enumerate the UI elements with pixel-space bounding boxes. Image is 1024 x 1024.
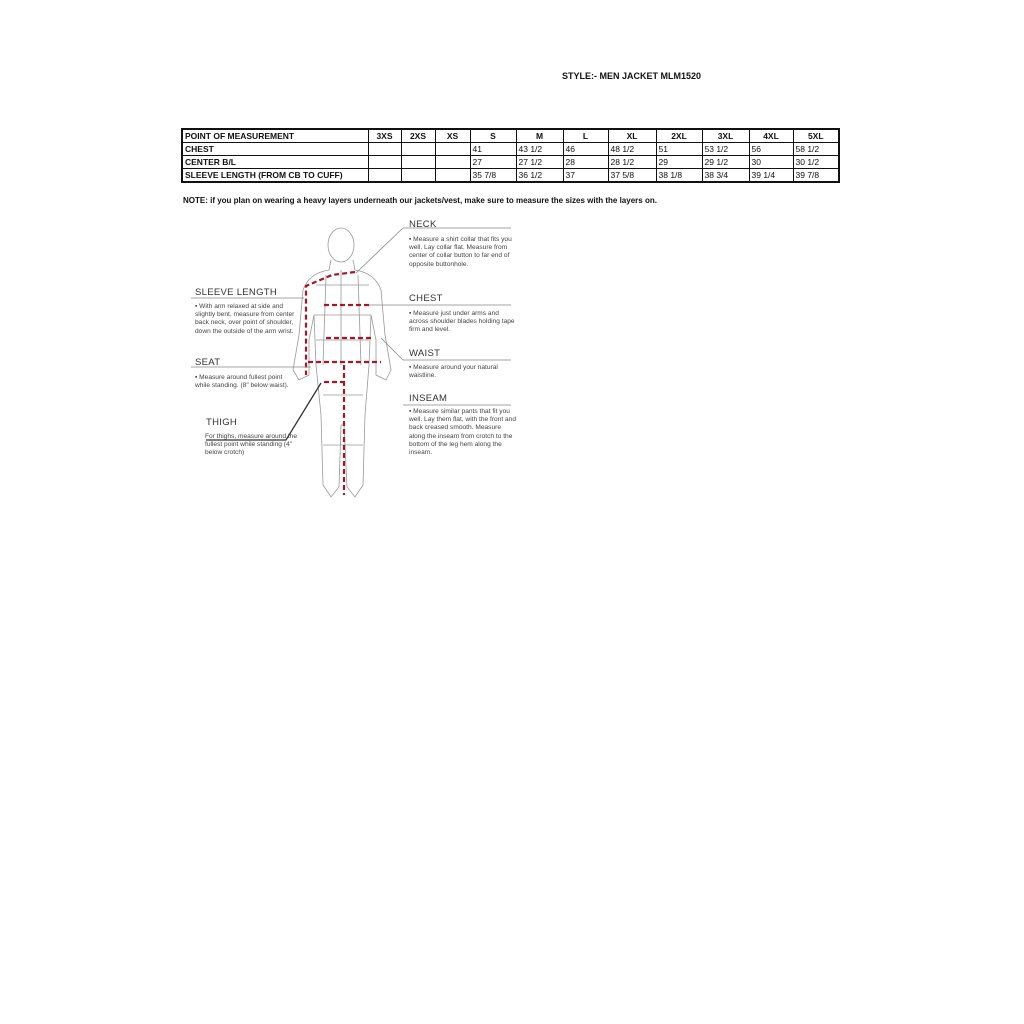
neck-title: NECK (409, 219, 437, 230)
table-cell: 43 1/2 (515, 142, 564, 156)
table-cell: 51 (655, 142, 703, 156)
row-label: CENTER B/L (181, 155, 369, 169)
table-cell: 27 (469, 155, 517, 169)
table-cell: 38 3/4 (701, 168, 750, 183)
sleeve-title: SLEEVE LENGTH (195, 287, 278, 298)
inseam-text: ▪ Measure similar pants that fit you wel… (409, 408, 517, 457)
table-cell: 56 (748, 142, 794, 156)
table-cell: 36 1/2 (515, 168, 564, 183)
column-header: XL (607, 128, 657, 143)
table-cell (400, 142, 436, 156)
table-cell (434, 142, 471, 156)
table-cell: 39 1/4 (748, 168, 794, 183)
table-cell: 37 5/8 (607, 168, 657, 183)
table-cell: 48 1/2 (607, 142, 657, 156)
column-header: L (562, 128, 609, 143)
measurement-figure: NECK ▪ Measure a shirt collar that fits … (181, 215, 521, 505)
waist-title: WAIST (409, 348, 441, 359)
table-cell: 35 7/8 (469, 168, 517, 183)
thigh-text: For thighs, measure around the fullest p… (205, 433, 297, 457)
size-chart-table: POINT OF MEASUREMENT 3XS 2XS XS S M L XL 2XL 3XL 4… (181, 128, 840, 183)
column-header: POINT OF MEASUREMENT (181, 128, 369, 143)
table-cell: 46 (562, 142, 609, 156)
column-header: 4XL (748, 128, 794, 143)
column-header: S (469, 128, 517, 143)
table-cell (434, 168, 471, 183)
table-cell: 28 (562, 155, 609, 169)
table-header-row: POINT OF MEASUREMENT 3XS 2XS XS S M L XL 2XL 3XL 4… (181, 128, 840, 143)
table-cell: 29 (655, 155, 703, 169)
body-diagram (191, 227, 511, 498)
column-header: 5XL (792, 128, 840, 143)
table-cell: 28 1/2 (607, 155, 657, 169)
table-row: CENTER B/L 27 27 1/2 28 28 1/2 29 29 1/2 30 30 1… (181, 155, 840, 169)
row-label: SLEEVE LENGTH (FROM CB TO CUFF) (181, 168, 369, 183)
note: NOTE: if you plan on wearing a heavy lay… (183, 196, 657, 205)
row-label: CHEST (181, 142, 369, 156)
table-cell (400, 155, 436, 169)
column-header: M (515, 128, 564, 143)
table-cell: 41 (469, 142, 517, 156)
column-header: 3XS (367, 128, 402, 143)
table-cell: 30 1/2 (792, 155, 840, 169)
table-cell (367, 168, 402, 183)
column-header: 2XS (400, 128, 436, 143)
table-cell: 29 1/2 (701, 155, 750, 169)
inseam-title: INSEAM (409, 393, 448, 404)
neck-text: ▪ Measure a shirt collar that fits you w… (409, 236, 512, 268)
waist-text: ▪ Measure around your natural waistline. (409, 364, 498, 380)
table-cell: 37 (562, 168, 609, 183)
table-cell (434, 155, 471, 169)
seat-text: ▪ Measure around fullest point while sta… (195, 374, 289, 390)
table-cell: 39 7/8 (792, 168, 840, 183)
column-header: 3XL (701, 128, 750, 143)
table-cell: 30 (748, 155, 794, 169)
table-row: SLEEVE LENGTH (FROM CB TO CUFF) 35 7/8 36 … (181, 168, 840, 183)
table-cell: 58 1/2 (792, 142, 840, 156)
column-header: 2XL (655, 128, 703, 143)
chest-title: CHEST (409, 293, 443, 304)
style-title: STYLE:- MEN JACKET MLM1520 (562, 71, 702, 81)
thigh-title: THIGH (206, 417, 238, 428)
table-cell (367, 155, 402, 169)
column-header: XS (434, 128, 471, 143)
table-cell (367, 142, 402, 156)
table-cell: 27 1/2 (515, 155, 564, 169)
table-cell (400, 168, 436, 183)
table-row: CHEST 41 43 1/2 46 48 1/2 51 53 1/2 56 58 1/2 (181, 142, 840, 156)
sleeve-text: ▪ With arm relaxed at side and slightly … (195, 303, 295, 335)
table-cell: 53 1/2 (701, 142, 750, 156)
chest-text: ▪ Measure just under arms and across sho… (409, 310, 515, 334)
table-cell: 38 1/8 (655, 168, 703, 183)
seat-title: SEAT (195, 357, 221, 368)
